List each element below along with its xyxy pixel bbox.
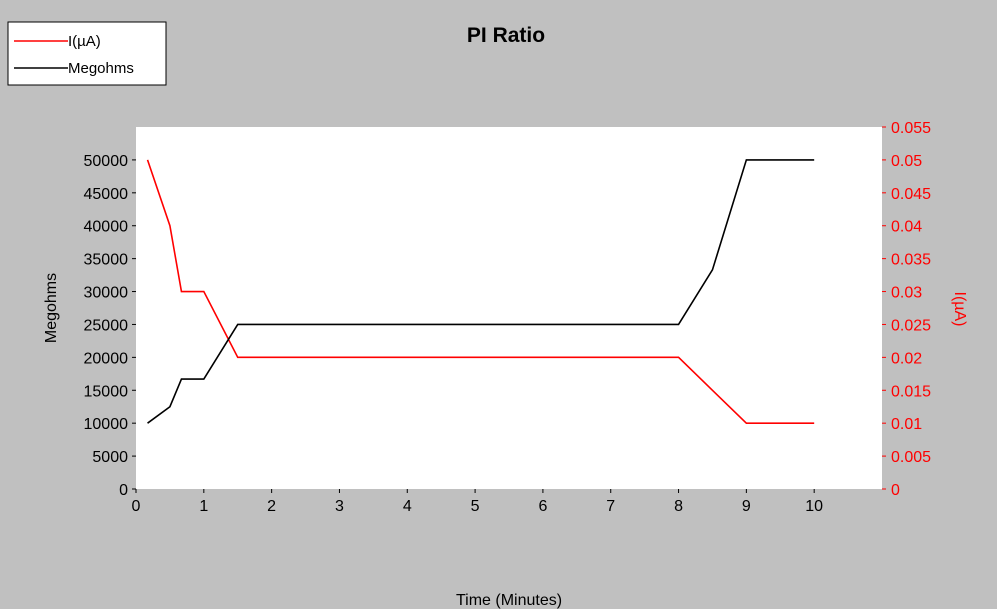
right-tick-label: 0.055 bbox=[891, 120, 931, 137]
left-tick-label: 40000 bbox=[84, 219, 129, 236]
x-tick-label: 6 bbox=[538, 498, 547, 515]
x-tick-label: 1 bbox=[199, 498, 208, 515]
chart-title: PI Ratio bbox=[467, 24, 545, 47]
right-tick-label: 0.015 bbox=[891, 383, 931, 400]
legend-label-megohms: Megohms bbox=[68, 60, 134, 77]
left-tick-label: 35000 bbox=[84, 252, 129, 269]
x-tick-label: 8 bbox=[674, 498, 683, 515]
right-tick-label: 0 bbox=[891, 482, 900, 499]
right-tick-label: 0.01 bbox=[891, 416, 922, 433]
right-axis-label: I(µA) bbox=[951, 292, 968, 327]
x-tick-label: 7 bbox=[606, 498, 615, 515]
left-tick-label: 25000 bbox=[84, 317, 129, 334]
x-tick-label: 9 bbox=[742, 498, 751, 515]
legend: I(µA) Megohms bbox=[7, 21, 167, 86]
x-tick-label: 0 bbox=[132, 498, 141, 515]
x-tick-label: 5 bbox=[471, 498, 480, 515]
left-tick-label: 45000 bbox=[84, 186, 129, 203]
left-tick-label: 5000 bbox=[92, 449, 128, 466]
legend-box bbox=[7, 21, 167, 86]
right-tick-label: 0.02 bbox=[891, 350, 922, 367]
left-tick-label: 15000 bbox=[84, 383, 129, 400]
right-tick-label: 0.035 bbox=[891, 252, 931, 269]
right-tick-label: 0.025 bbox=[891, 317, 931, 334]
x-tick-label: 3 bbox=[335, 498, 344, 515]
series-line-current bbox=[146, 159, 815, 424]
right-tick-label: 0.04 bbox=[891, 219, 922, 236]
left-tick-label: 20000 bbox=[84, 350, 129, 367]
right-tick-label: 0.045 bbox=[891, 186, 931, 203]
legend-label-current: I(µA) bbox=[68, 33, 101, 50]
right-tick-label: 0.03 bbox=[891, 285, 922, 302]
left-tick-label: 0 bbox=[119, 482, 128, 499]
left-tick-label: 50000 bbox=[84, 153, 129, 170]
left-tick-label: 30000 bbox=[84, 285, 129, 302]
series-layer bbox=[146, 159, 815, 424]
left-axis-label: Megohms bbox=[43, 273, 60, 343]
x-axis-label: Time (Minutes) bbox=[456, 592, 562, 609]
right-tick-label: 0.005 bbox=[891, 449, 931, 466]
x-tick-label: 4 bbox=[403, 498, 412, 515]
plot-area bbox=[136, 127, 882, 489]
left-tick-label: 10000 bbox=[84, 416, 129, 433]
x-axis-ticks: 0 1 2 3 4 5 6 7 8 9 10 bbox=[132, 489, 823, 515]
right-axis-ticks: 0 0.005 0.01 0.015 0.02 0.025 0.03 0.035 0.04 0.0… bbox=[882, 120, 931, 499]
right-tick-label: 0.05 bbox=[891, 153, 922, 170]
series-line-megohms bbox=[147, 159, 815, 424]
x-tick-label: 2 bbox=[267, 498, 276, 515]
left-axis-ticks: 0 5000 10000 15000 20000 25000 30000 35000 40000… bbox=[84, 153, 136, 499]
x-tick-label: 10 bbox=[805, 498, 823, 515]
